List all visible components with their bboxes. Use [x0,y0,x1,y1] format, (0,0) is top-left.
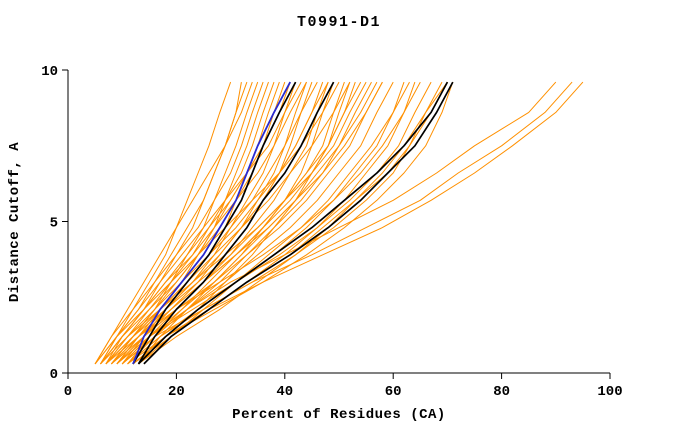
model-curve [105,81,286,365]
highlight-model-right-1 [137,81,449,365]
model-curve [105,81,351,365]
highlight-model-right-2 [143,81,454,365]
x-tick-label: 0 [64,384,72,400]
model-curve [94,81,253,365]
x-tick-label: 60 [385,384,402,400]
model-curve [127,81,573,365]
y-tick-label: 5 [50,216,58,232]
x-tick-label: 100 [597,384,622,400]
x-tick-label: 20 [168,384,185,400]
highlight-model-left-2 [137,81,335,365]
y-tick-label: 0 [50,367,58,383]
model-curve [111,81,329,365]
model-curve [116,81,383,365]
model-curve [127,81,378,365]
model-curve [138,81,410,365]
model-curve [105,81,324,365]
model-curve [100,82,242,365]
x-tick-label: 80 [493,384,510,400]
model-curve [127,81,405,365]
x-axis-label: Percent of Residues (CA) [232,407,446,423]
model-curve [100,81,318,365]
model-curve [94,81,264,365]
model-curve [121,81,557,365]
y-axis-label: Distance Cutoff, A [7,142,23,302]
model-curve [127,81,454,365]
reference-model-blue [132,81,291,365]
model-curve [132,81,584,365]
model-curve [116,81,362,365]
model-curve [94,81,307,365]
model-curve [100,81,340,365]
model-curve [105,81,248,365]
highlight-model-left-1 [132,81,297,365]
model-curve [116,81,432,365]
y-tick-label: 10 [41,64,58,80]
x-tick-label: 40 [276,384,293,400]
chart-title: T0991-D1 [297,14,381,31]
plot-area: 0 20 40 60 80 100 0 5 10 [41,64,622,400]
